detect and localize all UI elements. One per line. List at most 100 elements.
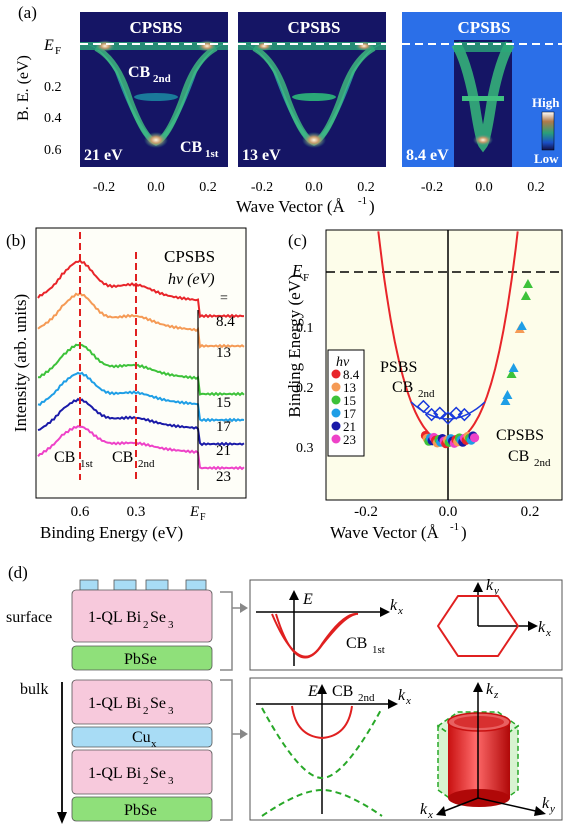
svg-text:3: 3 xyxy=(168,705,174,717)
panel-b-xlabel: Binding Energy (eV) xyxy=(40,523,183,542)
surface-label: surface xyxy=(6,609,52,626)
colorbar-high: High xyxy=(532,95,560,110)
svg-text:Binding Energy (eV): Binding Energy (eV) xyxy=(285,274,304,417)
svg-text:Intensity (arb. units): Intensity (arb. units) xyxy=(11,294,30,432)
svg-text:15: 15 xyxy=(216,395,231,411)
svg-text:-0.2: -0.2 xyxy=(421,180,443,195)
panel-b-title: CPSBS xyxy=(164,247,215,266)
legend-label-23: 23 xyxy=(343,432,356,447)
svg-text:E: E xyxy=(189,504,199,520)
hot-spot-right xyxy=(197,40,217,52)
panel-a-ylabel: B. E. (eV) xyxy=(15,55,32,121)
svg-text:-0.2: -0.2 xyxy=(93,180,115,195)
ytick-0.6: 0.6 xyxy=(44,143,62,158)
cylinder-side xyxy=(448,722,510,798)
svg-text:CB: CB xyxy=(392,379,413,396)
panel-c-ylabel: Binding Energy (eV) xyxy=(285,274,304,417)
depth-arrow-head xyxy=(57,812,67,824)
svg-text:2nd: 2nd xyxy=(418,388,435,400)
surface-cu-4 xyxy=(186,580,206,590)
svg-text:2nd: 2nd xyxy=(138,458,155,470)
arpes-subpanel-21ev: CPSBS 21 eV CB 2nd CB 1st xyxy=(80,12,228,167)
svg-text:3: 3 xyxy=(168,775,174,787)
panel-a-label: (a) xyxy=(18,3,37,22)
svg-text:1st: 1st xyxy=(372,644,385,656)
svg-text:CB: CB xyxy=(54,449,75,466)
panel-a-ef-text: E xyxy=(43,37,54,54)
svg-text:0.2: 0.2 xyxy=(199,180,217,195)
panel-a-ylabel-text: B. E. (eV) xyxy=(15,55,32,121)
svg-text:0.6: 0.6 xyxy=(71,504,90,520)
equals-sign: = xyxy=(220,291,228,306)
svg-text:x: x xyxy=(545,627,551,639)
svg-text:1st: 1st xyxy=(80,458,93,470)
svg-text:0.2: 0.2 xyxy=(357,180,375,195)
svg-text:2: 2 xyxy=(143,619,149,631)
panel-a-xticks: -0.2 0.0 0.2 -0.2 0.0 0.2 -0.2 0.0 0.2 xyxy=(93,180,545,195)
svg-text:CPSBS: CPSBS xyxy=(496,427,544,444)
panel-b-ylabel: Intensity (arb. units) xyxy=(11,294,30,432)
colorbar-low: Low xyxy=(534,151,559,166)
cpsbs-title: CPSBS xyxy=(130,18,183,37)
svg-text:CB: CB xyxy=(346,635,367,652)
svg-text:CB: CB xyxy=(112,449,133,466)
svg-text:k: k xyxy=(486,681,494,698)
svg-text:x: x xyxy=(427,809,433,821)
svg-text:0.0: 0.0 xyxy=(305,180,323,195)
svg-text:x: x xyxy=(397,605,403,617)
svg-text:17: 17 xyxy=(216,419,232,435)
hot-spot-bottom xyxy=(302,132,326,148)
svg-text:Se: Se xyxy=(150,609,166,626)
svg-text:2nd: 2nd xyxy=(358,692,375,704)
photon-energy: 13 eV xyxy=(242,147,281,164)
cpsbs-point xyxy=(470,433,479,442)
svg-text:13: 13 xyxy=(216,345,231,361)
panel-a-ef-marker: E F xyxy=(43,37,61,57)
colorbar-scale xyxy=(542,112,554,150)
svg-text:F: F xyxy=(200,512,206,523)
photon-energy: 8.4 eV xyxy=(406,147,449,164)
cpsbs-title: CPSBS xyxy=(288,18,341,37)
svg-text:Cu: Cu xyxy=(132,729,151,746)
svg-text:2nd: 2nd xyxy=(153,73,171,85)
svg-text:0.0: 0.0 xyxy=(475,180,493,195)
arpes-subpanel-8-4ev: CPSBS 8.4 eV High Low xyxy=(402,12,562,167)
svg-text:0.2: 0.2 xyxy=(296,381,314,396)
legend-marker-23 xyxy=(332,435,341,444)
svg-text:PSBS: PSBS xyxy=(380,359,417,376)
svg-text:Se: Se xyxy=(150,695,166,712)
svg-text:x: x xyxy=(151,738,157,750)
svg-text:CB: CB xyxy=(332,683,353,700)
photon-energy: 21 eV xyxy=(84,147,123,164)
svg-text:8.4: 8.4 xyxy=(216,314,235,330)
panel-a-ef-sub: F xyxy=(55,45,61,57)
surface-cu-3 xyxy=(146,580,168,590)
hot-spot-bottom xyxy=(473,134,493,146)
hot-spot-right xyxy=(355,41,373,51)
svg-text:E: E xyxy=(302,591,313,608)
svg-text:2: 2 xyxy=(143,705,149,717)
svg-text:k: k xyxy=(420,801,428,818)
panel-b-label: (b) xyxy=(6,231,26,250)
svg-text:-1: -1 xyxy=(450,521,459,533)
panel-c-label: (c) xyxy=(288,231,307,250)
svg-text:E: E xyxy=(291,261,303,280)
legend-marker-21 xyxy=(332,422,341,431)
svg-text:PbSe: PbSe xyxy=(124,802,157,819)
svg-text:k: k xyxy=(398,687,406,704)
svg-text:Wave Vector (Å: Wave Vector (Å xyxy=(330,523,439,542)
hv-label: hν (eV) xyxy=(168,271,215,288)
hot-spot-left xyxy=(95,40,115,52)
svg-text:0.1: 0.1 xyxy=(296,321,314,336)
legend-marker-17 xyxy=(332,409,341,418)
svg-text:Se: Se xyxy=(150,765,166,782)
svg-text:CB: CB xyxy=(128,64,151,81)
svg-text:-0.2: -0.2 xyxy=(251,180,273,195)
svg-text:Wave Vector (Å: Wave Vector (Å xyxy=(236,197,345,216)
cb2-feature xyxy=(292,93,336,101)
legend-marker-15 xyxy=(332,396,341,405)
legend-marker-13 xyxy=(332,383,341,392)
cpsbs-title: CPSBS xyxy=(458,18,511,37)
